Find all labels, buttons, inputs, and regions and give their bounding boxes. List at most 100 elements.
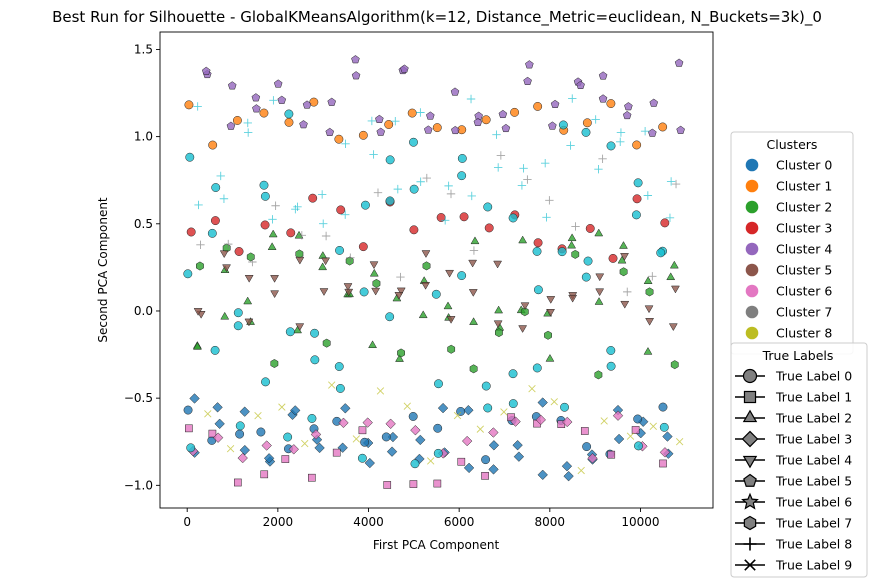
data-point-cluster-2	[443, 301, 453, 310]
data-point-cluster-2	[594, 297, 604, 305]
data-point-cluster-7	[523, 175, 532, 184]
data-point-cluster-0	[189, 393, 200, 404]
data-point-cluster-4	[451, 125, 460, 135]
data-point-cluster-3	[608, 253, 618, 263]
data-point-cluster-9	[285, 327, 295, 337]
data-point-cluster-9	[291, 204, 300, 214]
cluster-legend-label: Cluster 1	[776, 179, 832, 194]
data-point-cluster-4	[423, 125, 433, 134]
true-label-legend-marker	[742, 455, 758, 469]
data-point-cluster-5	[671, 285, 680, 294]
data-point-cluster-2	[666, 272, 676, 281]
data-point-cluster-9	[492, 130, 501, 139]
data-point-cluster-0	[360, 437, 370, 447]
data-point-cluster-9	[268, 215, 277, 224]
data-point-cluster-0	[662, 431, 673, 442]
data-point-cluster-0	[340, 403, 351, 414]
data-point-cluster-0	[633, 414, 643, 424]
data-point-cluster-6	[433, 479, 442, 488]
data-point-cluster-3	[234, 247, 244, 256]
data-point-cluster-7	[545, 196, 554, 205]
data-point-cluster-0	[463, 462, 475, 474]
data-point-cluster-6	[488, 427, 499, 438]
data-point-cluster-2	[567, 233, 577, 242]
data-point-cluster-5	[620, 300, 630, 309]
data-point-cluster-5	[343, 283, 353, 291]
data-point-cluster-0	[658, 402, 668, 412]
data-point-cluster-7	[248, 257, 257, 267]
cluster-legend-label: Cluster 7	[776, 305, 832, 320]
data-point-cluster-0	[582, 442, 592, 452]
data-point-cluster-4	[598, 94, 608, 103]
data-point-cluster-2	[645, 287, 654, 297]
cluster-legend-label: Cluster 2	[776, 200, 832, 215]
data-point-cluster-6	[310, 429, 322, 440]
data-point-cluster-9	[391, 116, 400, 126]
data-point-cluster-5	[468, 259, 478, 268]
data-point-cluster-2	[196, 261, 204, 271]
data-point-cluster-8	[649, 422, 657, 430]
data-point-cluster-9	[210, 345, 220, 355]
data-point-cluster-7	[571, 222, 580, 231]
data-point-cluster-5	[270, 290, 280, 299]
data-point-cluster-0	[433, 423, 443, 433]
data-point-cluster-6	[237, 452, 248, 464]
data-point-cluster-9	[341, 139, 350, 149]
data-point-cluster-7	[623, 287, 632, 297]
data-point-cluster-2	[422, 261, 431, 271]
data-point-cluster-0	[537, 469, 548, 481]
data-point-cluster-6	[185, 424, 193, 433]
data-point-cluster-9	[216, 171, 225, 181]
data-point-cluster-1	[184, 100, 194, 110]
data-point-cluster-9	[594, 164, 603, 174]
data-point-cluster-2	[669, 260, 679, 269]
data-point-cluster-6	[308, 473, 316, 482]
data-point-cluster-5	[595, 273, 605, 282]
data-point-cluster-4	[622, 110, 632, 120]
data-point-cluster-5	[244, 274, 254, 283]
data-point-cluster-7	[422, 173, 431, 183]
data-point-cluster-9	[616, 128, 626, 137]
true-label-legend-marker	[741, 492, 759, 510]
data-point-cluster-2	[594, 370, 603, 380]
data-point-cluster-6	[410, 425, 421, 436]
data-point-cluster-9	[283, 432, 293, 442]
x-axis-ticks: 0 2000 4000 6000 8000 10000	[183, 508, 660, 529]
data-point-cluster-0	[212, 402, 223, 413]
data-point-cluster-9	[341, 210, 350, 219]
data-point-cluster-4	[523, 76, 532, 85]
data-point-cluster-9	[293, 202, 302, 212]
data-point-cluster-9	[444, 181, 453, 191]
data-point-cluster-3	[459, 212, 469, 222]
data-point-cluster-7	[496, 151, 506, 160]
data-point-cluster-6	[234, 478, 242, 487]
data-point-cluster-5	[244, 318, 254, 327]
cluster-legend-swatch	[745, 305, 759, 319]
true-label-legend-title: True Labels	[762, 348, 834, 363]
data-point-cluster-6	[587, 453, 598, 464]
data-point-cluster-0	[314, 442, 325, 454]
data-point-cluster-5	[668, 323, 678, 332]
data-point-cluster-9	[542, 213, 551, 222]
data-point-cluster-9	[519, 164, 528, 173]
data-point-cluster-9	[260, 191, 270, 201]
data-point-cluster-6	[208, 429, 217, 438]
data-point-cluster-6	[580, 427, 589, 435]
data-point-cluster-4	[674, 58, 684, 67]
data-point-cluster-2	[571, 249, 580, 259]
data-point-cluster-6	[659, 459, 667, 468]
x-tick-label: 2000	[263, 515, 294, 529]
data-point-cluster-2	[495, 328, 503, 338]
data-point-cluster-8	[427, 457, 435, 465]
data-point-cluster-9	[261, 377, 270, 387]
cluster-legend-label: Cluster 4	[776, 242, 832, 257]
data-point-cluster-2	[369, 268, 379, 277]
data-point-cluster-7	[469, 246, 479, 255]
data-point-cluster-8	[528, 385, 536, 393]
data-point-cluster-7	[598, 154, 607, 163]
cluster-legend-label: Cluster 0	[776, 158, 832, 173]
y-axis-ticks: −1.0 −0.5 0.0 0.5 1.0 1.5	[124, 42, 160, 492]
true-label-legend-label: True Label 8	[775, 537, 852, 552]
data-point-cluster-5	[270, 275, 280, 283]
data-point-cluster-4	[226, 121, 236, 130]
